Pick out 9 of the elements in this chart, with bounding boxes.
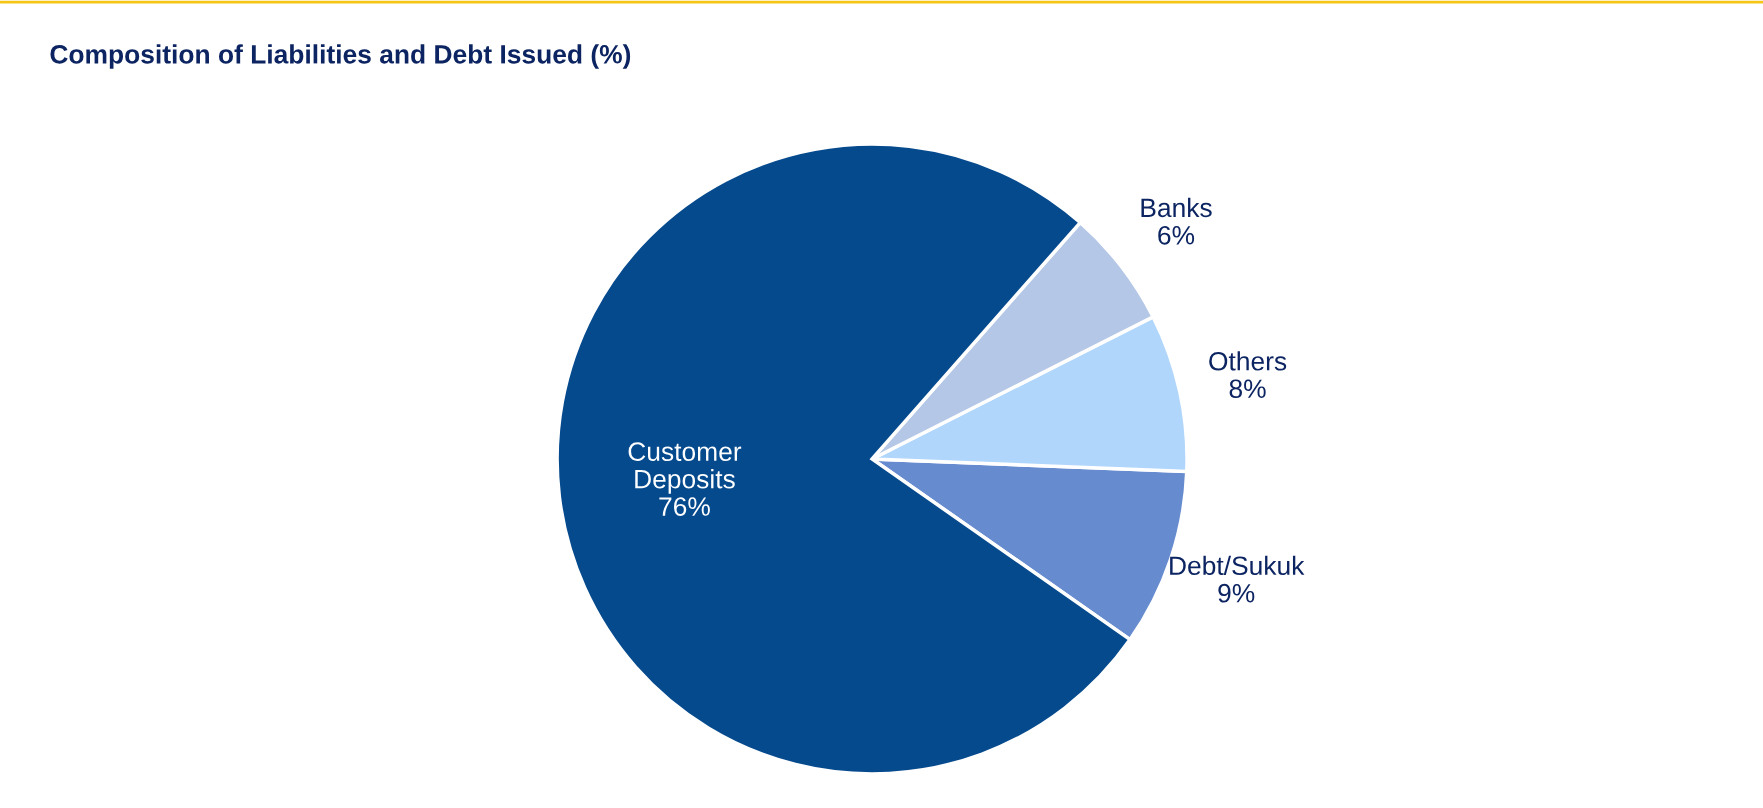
slice-label: Debt/Sukuk [1170,555,1305,576]
slice-label: Others [1209,351,1287,371]
data-label: 9% [1218,583,1255,603]
data-label: 76% [659,497,710,516]
data-label: 8% [1229,379,1266,399]
slice-label: Customer Deposits [628,442,742,494]
data-label: 6% [1158,225,1195,245]
text: Composition of Liabilities and Debt Issued (%) [50,44,631,69]
slice-label: Banks [1141,197,1212,218]
